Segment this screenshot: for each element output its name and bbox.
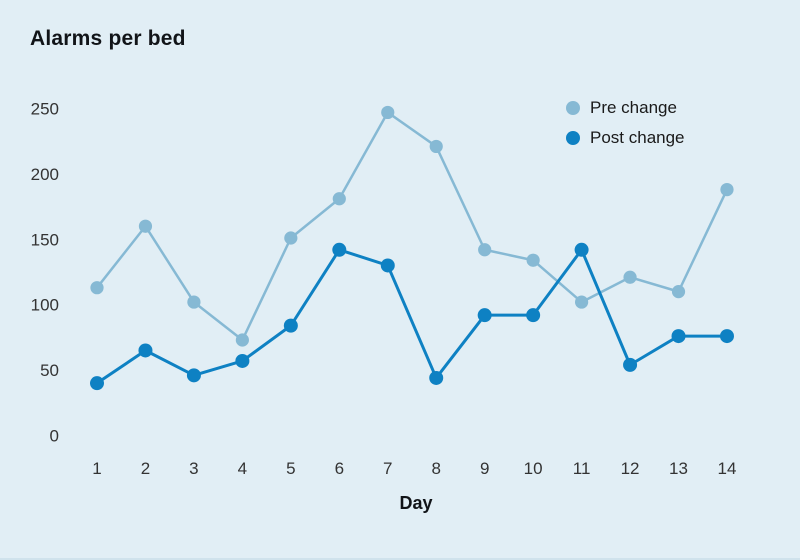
series-point-post-change <box>574 242 589 257</box>
y-tick-label: 200 <box>31 165 59 184</box>
series-point-pre-change <box>575 295 589 309</box>
series-point-pre-change <box>623 270 637 284</box>
x-tick-label: 1 <box>92 459 101 478</box>
series-point-post-change <box>719 329 734 344</box>
series-point-post-change <box>186 368 201 383</box>
legend-label-post-change: Post change <box>590 128 685 147</box>
legend-label-pre-change: Pre change <box>590 98 677 117</box>
series-point-post-change <box>671 329 686 344</box>
series-point-post-change <box>380 258 395 273</box>
series-point-pre-change <box>671 285 686 299</box>
series-point-post-change <box>283 318 298 333</box>
x-tick-label: 10 <box>524 459 543 478</box>
legend-item-post-change: Post change <box>566 127 685 149</box>
x-tick-label: 4 <box>238 459 247 478</box>
legend: Pre change Post change <box>566 97 685 157</box>
legend-dot-pre-change-icon <box>566 101 580 115</box>
series-point-pre-change <box>381 105 395 120</box>
series-point-pre-change <box>138 219 153 233</box>
series-point-pre-change <box>429 139 443 154</box>
series-point-pre-change <box>187 295 201 309</box>
x-tick-label: 9 <box>480 459 489 478</box>
y-tick-label: 100 <box>31 296 59 315</box>
x-tick-label: 3 <box>189 459 198 478</box>
x-tick-label: 5 <box>286 459 295 478</box>
series-point-pre-change <box>90 281 104 295</box>
series-point-post-change <box>90 376 104 391</box>
x-axis-title: Day <box>399 493 433 513</box>
series-point-pre-change <box>235 333 249 347</box>
series-point-pre-change <box>720 182 734 197</box>
legend-dot-post-change-icon <box>566 131 580 145</box>
y-tick-label: 50 <box>40 361 59 380</box>
x-tick-label: 14 <box>718 459 737 478</box>
x-tick-label: 6 <box>335 459 344 478</box>
series-point-post-change <box>429 370 444 385</box>
series-line-post-change <box>95 248 729 385</box>
series-point-post-change <box>477 308 492 323</box>
x-tick-label: 2 <box>141 459 150 478</box>
x-tick-label: 13 <box>669 459 688 478</box>
x-tick-label: 11 <box>573 459 591 478</box>
series-point-pre-change <box>332 192 346 206</box>
y-tick-label: 250 <box>31 100 59 119</box>
series-point-post-change <box>526 308 541 323</box>
series-point-post-change <box>235 353 250 368</box>
x-tick-label: 12 <box>621 459 640 478</box>
series-point-pre-change <box>478 243 492 257</box>
series-line-pre-change <box>95 111 729 342</box>
chart-title: Alarms per bed <box>30 27 186 50</box>
series-point-post-change <box>332 242 347 257</box>
series-point-post-change <box>623 357 638 372</box>
series-point-pre-change <box>284 231 298 245</box>
x-tick-label: 8 <box>431 459 440 478</box>
bottom-edge <box>0 558 800 560</box>
series-point-pre-change <box>526 253 540 267</box>
legend-item-pre-change: Pre change <box>566 97 685 119</box>
series-point-post-change <box>138 343 153 358</box>
x-tick-label: 7 <box>383 459 392 478</box>
y-tick-label: 0 <box>50 427 59 446</box>
y-tick-label: 150 <box>31 230 59 249</box>
